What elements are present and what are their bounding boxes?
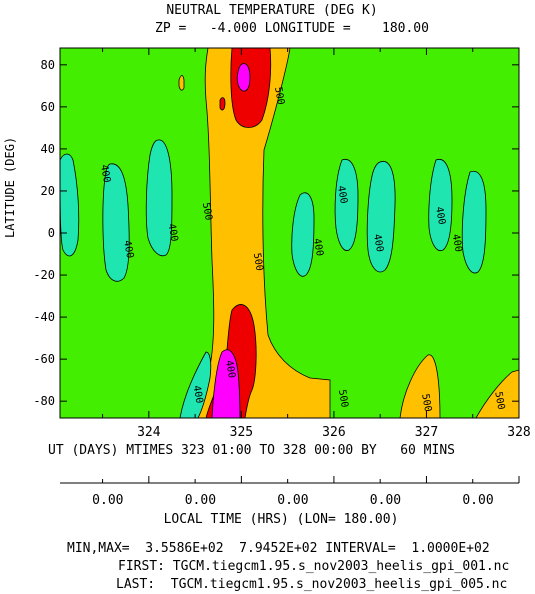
y-tick-label: 0 bbox=[48, 226, 55, 240]
contour-label: 500 bbox=[492, 391, 506, 411]
cell-gt700 bbox=[236, 63, 251, 92]
y-tick-label: 20 bbox=[41, 184, 55, 198]
x-axis-label: UT (DAYS) MTIMES 323 01:00 TO 328 00:00 … bbox=[48, 443, 455, 458]
local-time-tick-label: 0.00 bbox=[92, 493, 123, 508]
local-time-title: LOCAL TIME (HRS) (LON= 180.00) bbox=[163, 512, 399, 527]
local-time-tick-label: 0.00 bbox=[370, 493, 401, 508]
y-axis: 80 60 40 20 0 -20 -40 -60 -80 bbox=[33, 58, 519, 408]
x-tick-label: 325 bbox=[230, 425, 253, 440]
x-tick-label: 327 bbox=[415, 425, 438, 440]
cell-lt400 bbox=[461, 170, 487, 274]
chart-subtitle: ZP = -4.000 LONGITUDE = 180.00 bbox=[155, 21, 429, 36]
local-time-tick-label: 0.00 bbox=[185, 493, 216, 508]
y-tick-label: 60 bbox=[41, 100, 55, 114]
cell-lt400 bbox=[366, 160, 396, 273]
contour-label: 400 bbox=[450, 233, 464, 253]
cell-lt400 bbox=[334, 158, 359, 251]
cell-lt400 bbox=[428, 158, 453, 252]
contour-label: 400 bbox=[371, 233, 385, 253]
y-tick-label: -20 bbox=[33, 268, 55, 282]
contour-label: 500 bbox=[272, 86, 286, 106]
footer-minmax: MIN,MAX= 3.5586E+02 7.9452E+02 INTERVAL=… bbox=[67, 541, 490, 556]
contour-label: 400 bbox=[121, 240, 135, 260]
cell-lt400 bbox=[291, 192, 315, 277]
footer-first-file: FIRST: TGCM.tiegcm1.95.s_nov2003_heelis_… bbox=[118, 559, 510, 574]
contour-label: 500 bbox=[200, 202, 214, 222]
y-tick-label: -40 bbox=[33, 310, 55, 324]
local-time-tick-label: 0.00 bbox=[277, 493, 308, 508]
cell-lt400 bbox=[179, 351, 212, 418]
cell-lt400 bbox=[60, 153, 80, 257]
contour-label: 500 bbox=[419, 393, 433, 413]
y-tick-label: 80 bbox=[41, 58, 55, 72]
cell-600-700 bbox=[219, 97, 226, 111]
x-tick-label: 324 bbox=[137, 425, 161, 440]
cell-lt400 bbox=[102, 163, 130, 282]
y-tick-label: -60 bbox=[33, 352, 55, 366]
local-time-axis: 0.00 0.00 0.00 0.00 0.00 bbox=[60, 476, 520, 508]
y-tick-label: -80 bbox=[33, 394, 55, 408]
contour-label: 400 bbox=[191, 385, 205, 405]
band-500-600 bbox=[178, 75, 185, 91]
contour-label: 400 bbox=[433, 206, 447, 226]
contour-label: 400 bbox=[98, 164, 112, 184]
contour-label: 400 bbox=[311, 237, 325, 257]
x-tick-label: 326 bbox=[322, 425, 345, 440]
y-tick-label: 40 bbox=[41, 142, 55, 156]
cell-gt700 bbox=[211, 349, 241, 418]
footer-last-file: LAST: TGCM.tiegcm1.95.s_nov2003_heelis_g… bbox=[116, 577, 508, 592]
band-500-600 bbox=[475, 369, 519, 418]
x-axis: 324 325 326 327 328 bbox=[102, 48, 531, 440]
local-time-tick-label: 0.00 bbox=[462, 493, 493, 508]
contour-label: 500 bbox=[251, 252, 265, 272]
chart-title: NEUTRAL TEMPERATURE (DEG K) bbox=[166, 3, 378, 18]
cell-lt400 bbox=[145, 139, 173, 257]
contour-label: 400 bbox=[335, 185, 349, 205]
contour-label: 400 bbox=[223, 359, 237, 379]
contour-label: 500 bbox=[336, 389, 350, 409]
contour-label: 400 bbox=[166, 223, 180, 243]
band-500-600 bbox=[399, 354, 441, 418]
x-tick-label: 328 bbox=[507, 425, 530, 440]
